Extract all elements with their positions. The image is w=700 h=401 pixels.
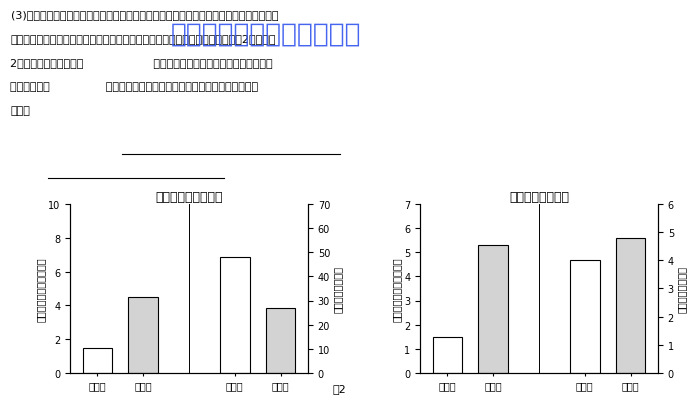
Title: 脂联素基因相关数据: 脂联素基因相关数据 — [155, 190, 223, 203]
Bar — [433, 337, 462, 373]
Text: 基因和瘦素基因的表达量、基因启动子所在区域的组蛋白甲基化水平，结果如图2所示。图: 基因和瘦素基因的表达量、基因启动子所在区域的组蛋白甲基化水平，结果如图2所示。图 — [10, 34, 276, 44]
Bar — [570, 261, 600, 373]
Bar — [616, 238, 645, 373]
Bar — [478, 245, 508, 373]
Y-axis label: 基因表达量相对值: 基因表达量相对值 — [333, 265, 343, 312]
Bar — [128, 297, 158, 373]
Title: 瘦素基因相关数据: 瘦素基因相关数据 — [509, 190, 569, 203]
Text: 图2: 图2 — [332, 383, 346, 393]
Text: (3)研究发现，幼鼠脂肪组织的瘦素和脂联素含量与各自母鼠均呈正相关。测定幼鼠脂联素: (3)研究发现，幼鼠脂肪组织的瘦素和脂联素含量与各自母鼠均呈正相关。测定幼鼠脂联… — [10, 10, 278, 20]
Text: 化水平，从而                ，影响脂联素的合成，使组织细胞对胰岛素的敏感性: 化水平，从而 ，影响脂联素的合成，使组织细胞对胰岛素的敏感性 — [10, 81, 258, 91]
Y-axis label: 组蛋白甲基化水平相对值: 组蛋白甲基化水平相对值 — [391, 257, 401, 321]
Text: 2结果显示，实验组通过                    脂联素基因启动子所在区域的组蛋白甲基: 2结果显示，实验组通过 脂联素基因启动子所在区域的组蛋白甲基 — [10, 58, 273, 68]
Text: 降低。: 降低。 — [10, 105, 30, 115]
Bar — [266, 308, 295, 373]
Y-axis label: 基因表达量相对值: 基因表达量相对值 — [677, 265, 687, 312]
Bar — [220, 257, 250, 373]
Bar — [83, 348, 112, 373]
Y-axis label: 组蛋白甲基化水平相对值: 组蛋白甲基化水平相对值 — [35, 257, 46, 321]
Text: 微信公众号关注：趣找答案: 微信公众号关注：趣找答案 — [171, 21, 361, 47]
